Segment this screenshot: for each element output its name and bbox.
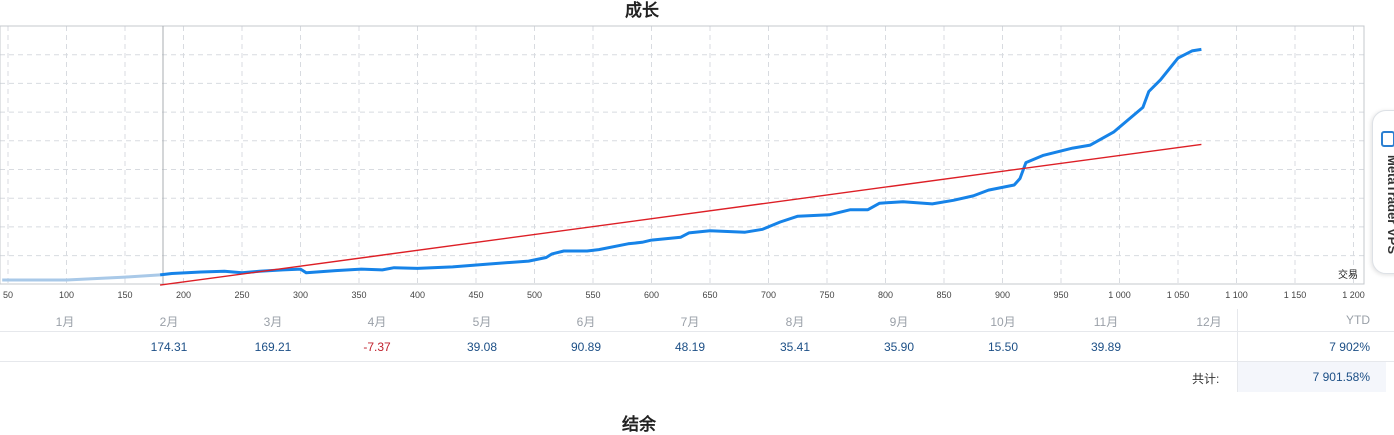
x-tick-label: 800	[878, 290, 893, 300]
ytd-header: YTD	[1346, 313, 1370, 327]
x-tick-label: 500	[527, 290, 542, 300]
x-tick-label: 450	[468, 290, 483, 300]
x-tick-label: 300	[293, 290, 308, 300]
month-label: 6月	[576, 315, 596, 329]
month-label: 2月	[159, 315, 179, 329]
month-header-row	[0, 309, 1394, 332]
month-value: 174.31	[150, 340, 188, 354]
x-tick-label: 600	[644, 290, 659, 300]
x-tick-label: 550	[585, 290, 600, 300]
month-label: 9月	[889, 315, 909, 329]
chart-title: 成长	[625, 1, 659, 20]
plot-frame	[0, 25, 1365, 285]
x-tick-label: 150	[117, 290, 132, 300]
month-label: 3月	[263, 315, 283, 329]
month-label: 8月	[785, 315, 805, 329]
month-value: 90.89	[570, 340, 602, 354]
total-value: 7 901.58%	[1312, 370, 1370, 384]
x-axis-label: 交易	[1338, 268, 1358, 281]
x-tick-label: 750	[819, 290, 834, 300]
growth-line	[159, 47, 1202, 277]
total-row	[0, 362, 1394, 392]
x-tick-label: 50	[3, 290, 13, 300]
total-label: 共计:	[1192, 372, 1220, 386]
history-growth-line	[2, 273, 161, 282]
month-value: 15.50	[987, 340, 1019, 354]
server-icon	[1381, 131, 1394, 147]
month-value: -7.37	[363, 340, 391, 354]
x-tick-label: 200	[176, 290, 191, 300]
x-tick-label: 1 150	[1284, 290, 1307, 300]
balance-section-title: 结余	[622, 415, 656, 434]
ytd-total-background	[1238, 362, 1386, 392]
x-tick-label: 1 000	[1108, 290, 1131, 300]
x-tick-label: 850	[936, 290, 951, 300]
series-layer	[2, 47, 1202, 286]
month-label: 12月	[1196, 315, 1222, 329]
x-tick-label: 700	[761, 290, 776, 300]
ytd-column	[1237, 309, 1388, 392]
month-label: 1月	[55, 315, 75, 329]
month-values-row	[0, 331, 1394, 362]
month-value: 35.90	[883, 340, 915, 354]
x-tick-label: 350	[351, 290, 366, 300]
x-tick-label: 1 100	[1225, 290, 1248, 300]
chart-grid	[0, 26, 1364, 284]
x-tick-label: 1 200	[1342, 290, 1365, 300]
month-value: 48.19	[674, 340, 706, 354]
month-value: 39.08	[466, 340, 498, 354]
x-tick-label: 1 050	[1167, 290, 1190, 300]
vps-tab-label: MetaTrader VPS	[1385, 155, 1394, 254]
ytd-value: 7 902%	[1329, 340, 1370, 354]
month-label: 7月	[680, 315, 700, 329]
x-tick-label: 250	[234, 290, 249, 300]
month-label: 4月	[367, 315, 387, 329]
x-tick-label: 950	[1053, 290, 1068, 300]
metatrader-vps-tab[interactable]: MetaTrader VPS	[1372, 110, 1394, 274]
month-value: 35.41	[779, 340, 811, 354]
x-tick-label: 100	[59, 290, 74, 300]
growth-chart: 50 100 150 200 250 300 350 400 450 500 550 600 650 70…	[0, 25, 1365, 300]
x-tick-label: 400	[410, 290, 425, 300]
trend-line	[160, 143, 1202, 286]
month-value: 169.21	[254, 340, 292, 354]
month-value: 39.89	[1090, 340, 1122, 354]
x-tick-label: 650	[702, 290, 717, 300]
x-axis-ticks: 50 100 150 200 250 300 350 400 450 500 550 600 650 70…	[3, 290, 1365, 300]
x-tick-label: 900	[995, 290, 1010, 300]
month-label: 10月	[990, 315, 1016, 329]
month-label: 11月	[1093, 315, 1119, 329]
month-label: 5月	[472, 315, 492, 329]
